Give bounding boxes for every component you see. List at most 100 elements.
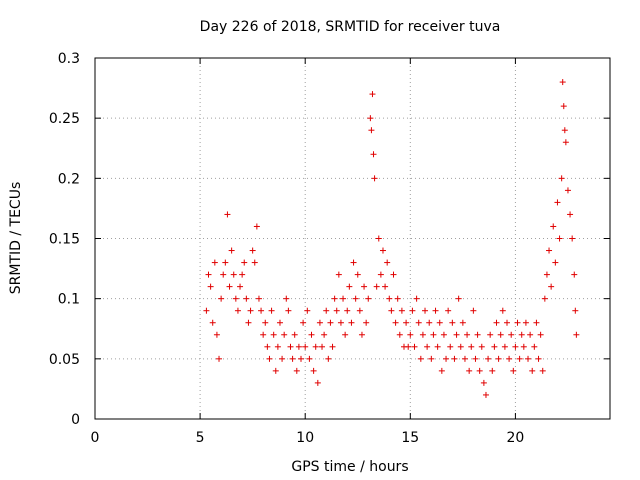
data-point-120 <box>451 355 458 362</box>
data-point-179 <box>571 271 578 278</box>
data-point-41 <box>289 355 296 362</box>
data-point-10 <box>224 211 231 218</box>
data-point-51 <box>310 367 317 374</box>
data-point-145 <box>504 319 510 326</box>
data-point-55 <box>319 343 326 350</box>
x-tick-label-0: 0 <box>91 430 100 446</box>
data-point-80 <box>369 91 376 98</box>
data-point-113 <box>436 319 443 326</box>
data-point-83 <box>373 283 380 290</box>
data-point-98 <box>405 343 412 350</box>
data-point-37 <box>281 331 288 338</box>
data-point-40 <box>287 343 294 350</box>
data-point-109 <box>428 355 435 362</box>
data-point-99 <box>407 331 414 338</box>
data-point-163 <box>541 295 548 302</box>
data-point-152 <box>518 331 525 338</box>
data-point-73 <box>356 307 363 314</box>
data-point-151 <box>516 355 523 362</box>
data-point-46 <box>300 319 307 326</box>
data-point-82 <box>371 175 378 182</box>
data-point-170 <box>556 235 563 242</box>
data-point-112 <box>434 343 441 350</box>
data-point-8 <box>220 271 227 278</box>
data-point-126 <box>464 331 471 338</box>
data-point-103 <box>415 319 422 326</box>
data-point-117 <box>445 307 452 314</box>
data-point-101 <box>411 343 418 350</box>
y-tick-label-0: 0 <box>71 412 80 428</box>
axis-ticks <box>94 57 610 420</box>
data-point-54 <box>316 319 323 326</box>
data-point-31 <box>268 307 275 314</box>
data-point-76 <box>363 319 370 326</box>
data-point-164 <box>543 271 550 278</box>
data-point-58 <box>325 355 332 362</box>
data-point-139 <box>491 343 498 350</box>
data-point-64 <box>337 319 344 326</box>
y-tick-label-1: 0.05 <box>49 352 80 368</box>
data-point-118 <box>447 343 454 350</box>
data-point-78 <box>367 115 374 122</box>
tick-labels: 0 5 10 15 20 0 0.05 0.1 0.15 0.2 0.25 0.3 <box>49 51 524 446</box>
grid <box>95 58 610 419</box>
data-point-168 <box>552 259 559 266</box>
data-point-86 <box>379 247 386 254</box>
data-point-156 <box>527 331 534 338</box>
data-point-167 <box>550 223 557 230</box>
data-point-81 <box>370 151 377 158</box>
data-point-147 <box>508 331 515 338</box>
data-point-85 <box>377 271 384 278</box>
x-tick-label-3: 15 <box>401 430 419 446</box>
data-point-28 <box>262 319 269 326</box>
data-point-89 <box>386 295 393 302</box>
data-point-146 <box>506 355 513 362</box>
data-point-111 <box>432 307 439 314</box>
data-point-119 <box>449 319 456 326</box>
data-point-121 <box>453 331 460 338</box>
chart-title: Day 226 of 2018, SRMTID for receiver tuv… <box>200 19 501 35</box>
data-point-110 <box>430 331 437 338</box>
data-point-157 <box>529 367 536 374</box>
x-tick-label-2: 10 <box>296 430 314 446</box>
data-point-135 <box>482 391 489 398</box>
data-point-114 <box>438 367 445 374</box>
data-point-67 <box>344 307 351 314</box>
data-point-45 <box>298 355 304 362</box>
data-point-142 <box>497 331 504 338</box>
data-point-178 <box>569 235 576 242</box>
data-point-12 <box>228 247 235 254</box>
data-points <box>203 79 580 398</box>
data-point-0 <box>203 307 210 314</box>
y-axis-label: SRMTID / TECUs <box>8 182 24 295</box>
data-point-4 <box>211 259 218 266</box>
data-point-160 <box>535 355 542 362</box>
data-point-136 <box>485 355 492 362</box>
data-point-132 <box>476 367 483 374</box>
data-point-6 <box>216 355 223 362</box>
data-point-143 <box>499 307 506 314</box>
data-point-166 <box>548 283 555 290</box>
data-point-74 <box>358 331 365 338</box>
data-point-133 <box>478 343 485 350</box>
data-point-47 <box>302 343 309 350</box>
data-point-91 <box>390 271 397 278</box>
data-point-150 <box>514 319 521 326</box>
data-point-172 <box>559 79 566 86</box>
data-point-140 <box>493 319 500 326</box>
data-point-69 <box>348 319 355 326</box>
data-point-39 <box>285 307 292 314</box>
data-point-21 <box>247 307 254 314</box>
data-point-57 <box>323 307 330 314</box>
data-point-108 <box>426 319 433 326</box>
data-point-48 <box>304 307 311 314</box>
data-point-115 <box>440 331 447 338</box>
data-point-42 <box>291 331 298 338</box>
data-point-158 <box>531 343 538 350</box>
x-tick-label-4: 20 <box>506 430 524 446</box>
data-point-90 <box>388 307 395 314</box>
data-point-11 <box>226 283 233 290</box>
data-point-66 <box>342 331 349 338</box>
data-point-127 <box>466 367 473 374</box>
